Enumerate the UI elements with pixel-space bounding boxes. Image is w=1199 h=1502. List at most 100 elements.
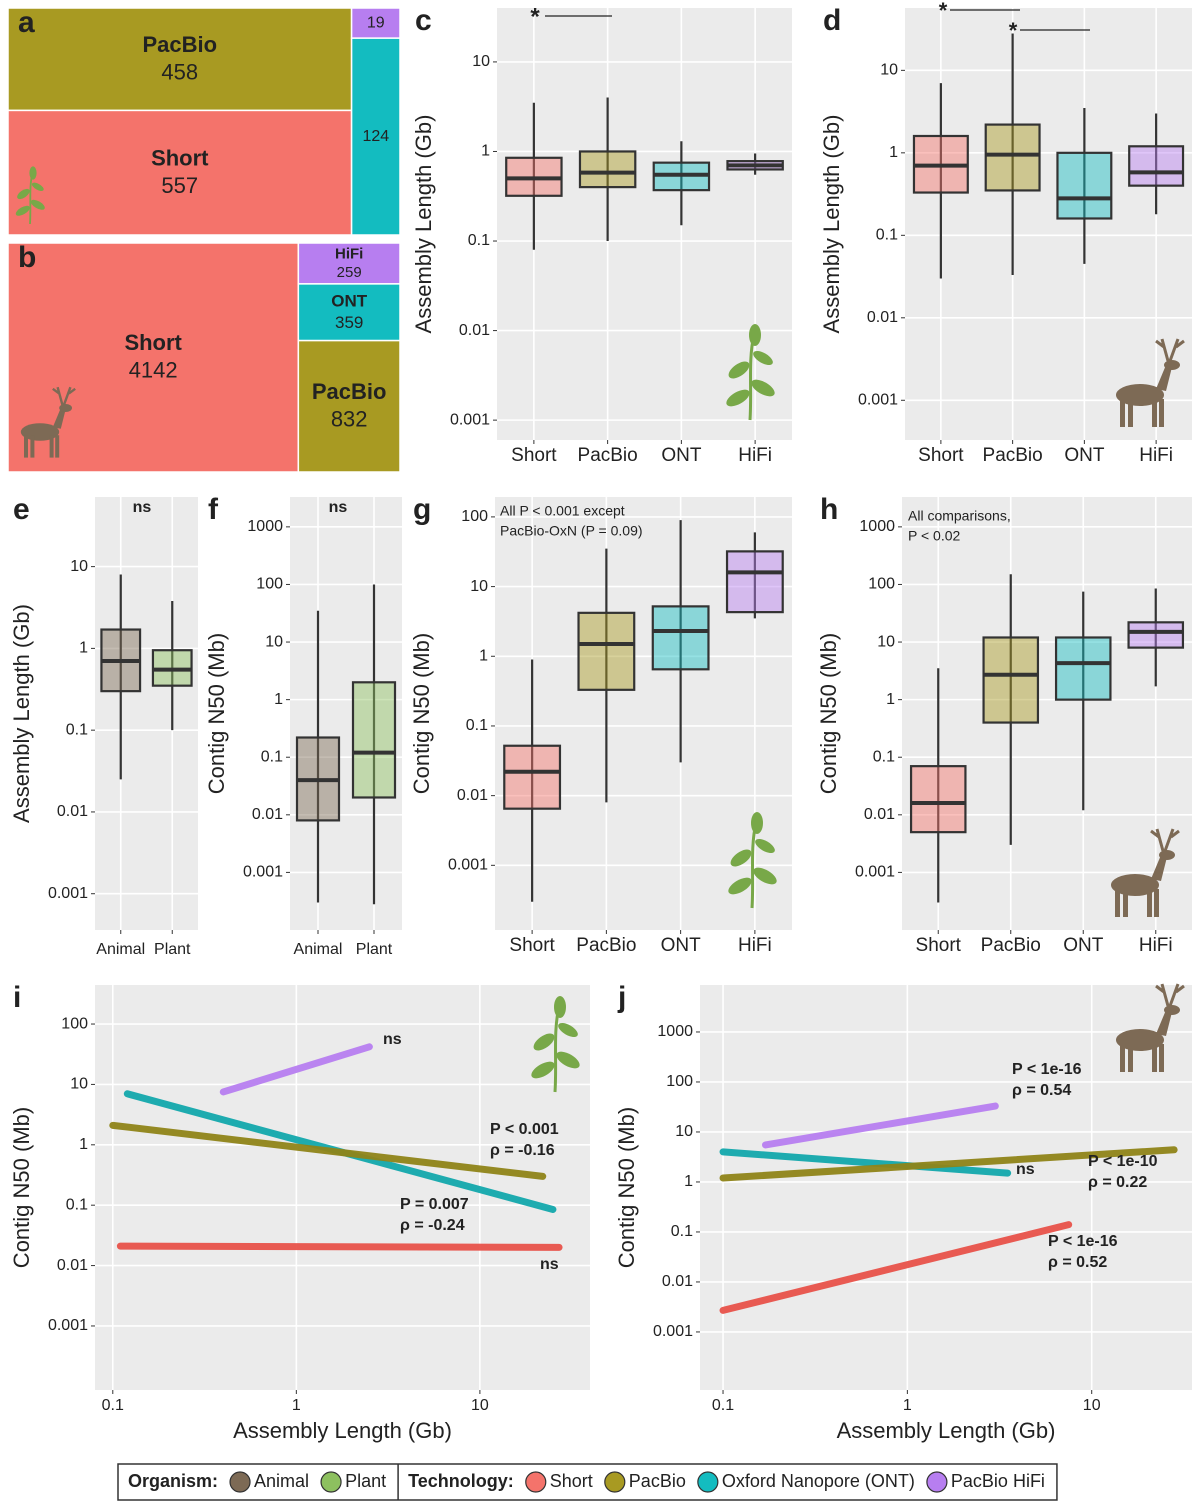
y-tick-label: 0.001	[653, 1323, 693, 1340]
series-annotation: ρ = -0.24	[400, 1217, 465, 1234]
legend-label: Animal	[254, 1471, 309, 1491]
legend-label: Short	[550, 1471, 593, 1491]
x-tick-label: ONT	[1064, 445, 1105, 466]
y-tick-label: 0.001	[450, 411, 490, 428]
box	[1129, 622, 1183, 647]
y-tick-label: 10	[265, 633, 283, 650]
x-tick-label: 1	[292, 1397, 301, 1414]
y-axis-title: Assembly Length (Gb)	[411, 115, 436, 334]
plot-background	[902, 497, 1192, 930]
cell-name: ONT	[331, 292, 368, 311]
y-tick-label: 0.01	[57, 803, 88, 820]
x-tick-label: PacBio	[578, 445, 638, 466]
y-tick-label: 0.01	[57, 1257, 88, 1274]
cell-name: HiFi	[335, 245, 363, 262]
box	[1056, 637, 1110, 699]
y-tick-label: 100	[461, 508, 488, 525]
panel-label: f	[208, 493, 219, 526]
plot-background	[497, 8, 792, 440]
y-tick-label: 10	[877, 633, 895, 650]
x-tick-label: PacBio	[576, 935, 636, 956]
x-tick-label: ONT	[661, 445, 702, 466]
y-tick-label: 0.001	[855, 864, 895, 881]
panel-label: h	[820, 493, 838, 526]
legend-swatch	[698, 1472, 718, 1492]
y-tick-label: 10	[675, 1123, 693, 1140]
y-tick-label: 1	[479, 647, 488, 664]
x-tick-label: Short	[509, 935, 555, 956]
y-axis-title: Contig N50 (Mb)	[409, 633, 434, 794]
x-tick-label: Short	[511, 445, 557, 466]
y-tick-label: 0.1	[468, 232, 490, 249]
annotation: *	[939, 0, 948, 23]
y-tick-label: 10	[880, 62, 898, 79]
series-annotation: ρ = -0.16	[490, 1142, 555, 1159]
panel-label: e	[13, 493, 30, 526]
legend-swatch	[321, 1472, 341, 1492]
series-annotation: ns	[1016, 1161, 1035, 1178]
series-annotation: P < 1e-10	[1088, 1153, 1158, 1170]
figure: PacBio458Short55719124aShort4142HiFi259O…	[0, 0, 1199, 1502]
y-tick-label: 1	[481, 143, 490, 160]
cell-value: 557	[161, 173, 198, 198]
series-annotation: P < 0.001	[490, 1121, 559, 1138]
y-axis-title: Contig N50 (Mb)	[614, 1107, 639, 1268]
y-tick-label: 0.001	[448, 857, 488, 874]
box	[1129, 146, 1183, 185]
cell-value: 124	[362, 128, 389, 145]
y-tick-label: 0.1	[66, 1196, 88, 1213]
plot-background	[905, 8, 1192, 440]
y-axis-title: Assembly Length (Gb)	[819, 115, 844, 334]
box	[1057, 153, 1111, 219]
series-annotation: ρ = 0.54	[1012, 1082, 1071, 1099]
series-annotation: P < 1e-16	[1012, 1061, 1082, 1078]
legend-label: PacBio	[629, 1471, 686, 1491]
series-annotation: P = 0.007	[400, 1196, 469, 1213]
annotation: All P < 0.001 except	[500, 503, 625, 519]
y-tick-label: 0.01	[864, 806, 895, 823]
series-annotation: ns	[383, 1031, 402, 1048]
y-tick-label: 100	[868, 576, 895, 593]
box	[353, 682, 395, 797]
y-tick-label: 1	[886, 691, 895, 708]
x-tick-label: Short	[918, 445, 964, 466]
box	[727, 551, 783, 612]
legend-label: Plant	[345, 1471, 386, 1491]
y-tick-label: 0.001	[48, 885, 88, 902]
panel-label: j	[617, 981, 626, 1014]
cell-name: Short	[124, 330, 182, 355]
x-tick-label: Plant	[356, 941, 393, 958]
x-tick-label: Animal	[96, 941, 145, 958]
x-tick-label: HiFi	[1139, 935, 1173, 956]
x-tick-label: PacBio	[981, 935, 1041, 956]
x-tick-label: HiFi	[738, 445, 772, 466]
y-tick-label: 100	[256, 576, 283, 593]
panel-label: g	[413, 493, 431, 526]
y-tick-label: 1000	[859, 518, 895, 535]
cell-name: PacBio	[312, 379, 387, 404]
x-tick-label: 10	[471, 1397, 489, 1414]
y-tick-label: 100	[666, 1073, 693, 1090]
y-tick-label: 10	[472, 53, 490, 70]
x-tick-label: Short	[916, 935, 962, 956]
y-tick-label: 100	[61, 1015, 88, 1032]
cell-value: 4142	[129, 358, 178, 383]
y-tick-label: 0.1	[66, 721, 88, 738]
regression-plot: 0.0010.010.1110100Contig N50 (Mb)i0.1110…	[9, 981, 590, 1443]
legend-swatch	[230, 1472, 250, 1492]
y-tick-label: 0.1	[466, 717, 488, 734]
panel-label: c	[415, 4, 432, 37]
y-tick-label: 0.1	[261, 748, 283, 765]
x-tick-label: Plant	[154, 941, 191, 958]
plots: PacBio458Short55719124aShort4142HiFi259O…	[8, 0, 1192, 1443]
legend-label: Oxford Nanopore (ONT)	[722, 1471, 915, 1491]
y-tick-label: 10	[470, 578, 488, 595]
y-tick-label: 0.01	[867, 309, 898, 326]
panel-label: b	[18, 241, 36, 274]
annotation: ns	[133, 499, 152, 516]
series-annotation: P < 1e-16	[1048, 1233, 1118, 1250]
y-tick-label: 1	[79, 640, 88, 657]
y-axis-title: Contig N50 (Mb)	[9, 1107, 34, 1268]
